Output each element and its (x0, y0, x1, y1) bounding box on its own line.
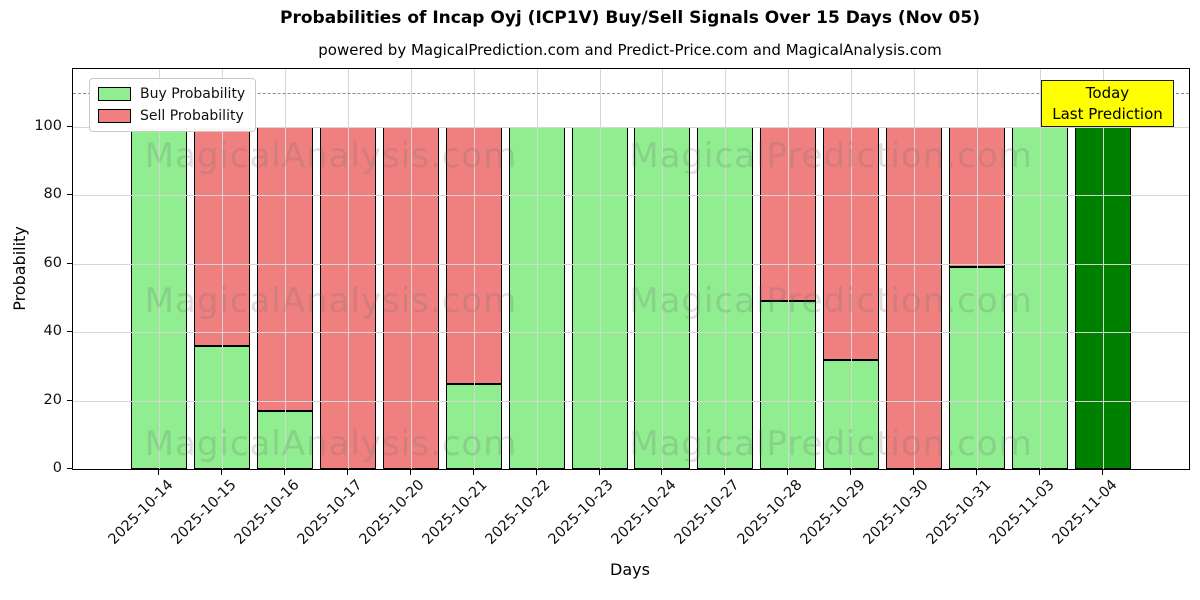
v-gridline (536, 69, 538, 469)
y-tick-mark (67, 194, 72, 196)
v-gridline (977, 69, 979, 469)
x-tick-mark (661, 469, 663, 475)
v-gridline (284, 69, 286, 469)
legend-item-sell: Sell Probability (98, 108, 245, 124)
v-gridline (662, 69, 664, 469)
x-axis-title: Days (610, 560, 650, 579)
x-tick-mark (346, 469, 348, 475)
legend: Buy Probability Sell Probability (89, 78, 257, 132)
x-tick-mark (1039, 469, 1041, 475)
y-tick-mark (67, 331, 72, 333)
today-annotation-line1: Today (1085, 83, 1130, 102)
x-tick-mark (850, 469, 852, 475)
legend-buy-label: Buy Probability (140, 86, 246, 102)
x-tick-mark (535, 469, 537, 475)
buy-swatch-icon (98, 87, 131, 101)
h-gridline (73, 332, 1189, 334)
y-tick-mark (67, 262, 72, 264)
x-tick-label-text: 2025-10-27 (671, 477, 743, 548)
v-gridline (725, 69, 727, 469)
x-tick-mark (158, 469, 159, 475)
chart-title: Probabilities of Incap Oyj (ICP1V) Buy/S… (280, 8, 980, 28)
h-gridline (73, 263, 1189, 265)
x-tick-label-text: 2025-10-30 (860, 477, 932, 548)
x-tick-label-text: 2025-10-23 (545, 477, 617, 548)
y-tick-label-40: 40 (43, 323, 62, 340)
v-gridline (221, 69, 223, 469)
x-tick-label-text: 2025-10-17 (294, 477, 366, 548)
x-tick-mark (409, 469, 411, 475)
y-tick-label-20: 20 (43, 391, 62, 408)
x-tick-mark (220, 469, 222, 475)
x-tick-label-text: 2025-10-16 (231, 477, 303, 548)
x-tick-label-text: 2025-10-22 (482, 477, 554, 548)
h-gridline (73, 400, 1189, 402)
watermark-text: MagicalAnalysis.com (144, 281, 518, 321)
y-tick-label-60: 60 (43, 254, 62, 271)
x-tick-label-text: 2025-10-15 (168, 477, 240, 548)
watermark-text: MagicalPrediction.com (629, 136, 1033, 176)
threshold-dashed-line (73, 92, 1189, 94)
today-annotation-box: Today Last Prediction (1041, 80, 1174, 127)
x-tick-label-text: 2025-10-28 (734, 477, 806, 548)
x-tick-mark (598, 469, 600, 475)
h-gridline (73, 195, 1189, 197)
v-gridline (473, 69, 475, 469)
legend-sell-label: Sell Probability (140, 108, 244, 124)
v-gridline (410, 69, 412, 469)
v-gridline (599, 69, 601, 469)
x-tick-label-text: 2025-10-21 (420, 477, 491, 548)
x-tick-mark (283, 469, 285, 475)
x-tick-label-text: 2025-10-29 (797, 477, 869, 548)
x-tick-mark (913, 469, 915, 475)
x-tick-mark (787, 469, 789, 475)
v-gridline (1103, 69, 1104, 469)
v-gridline (788, 69, 790, 469)
y-tick-mark (67, 126, 72, 128)
plot-area: Buy Probability Sell Probability Today L… (72, 68, 1190, 470)
x-tick-label-text: 2025-11-03 (986, 477, 1058, 548)
sell-swatch-icon (98, 109, 131, 123)
y-tick-mark (67, 468, 72, 469)
x-tick-label-text: 2025-10-31 (923, 477, 995, 548)
x-tick-mark (976, 469, 978, 475)
watermark-text: MagicalAnalysis.com (144, 424, 518, 464)
today-annotation-line2: Last Prediction (1052, 104, 1163, 123)
legend-item-buy: Buy Probability (98, 86, 245, 102)
x-tick-label-text: 2025-10-24 (608, 477, 680, 548)
v-gridline (1040, 69, 1042, 469)
y-tick-mark (67, 399, 72, 401)
x-tick-mark (1102, 469, 1103, 475)
y-tick-label-0: 0 (52, 460, 62, 476)
v-gridline (159, 69, 160, 469)
h-gridline (73, 127, 1189, 129)
watermark-text: MagicalAnalysis.com (144, 136, 518, 176)
x-tick-mark (472, 469, 474, 475)
v-gridline (347, 69, 349, 469)
x-tick-label-text: 2025-11-04 (1049, 477, 1121, 548)
chart-subtitle: powered by MagicalPrediction.com and Pre… (318, 41, 942, 59)
x-tick-mark (724, 469, 726, 475)
v-gridline (851, 69, 853, 469)
watermark-text: MagicalPrediction.com (629, 281, 1033, 321)
x-tick-label-text: 2025-10-20 (357, 477, 429, 548)
y-tick-label-100: 100 (34, 118, 62, 135)
x-tick-label-text: 2025-10-14 (105, 477, 177, 548)
watermark-text: MagicalPrediction.com (629, 424, 1033, 464)
y-tick-label-80: 80 (43, 186, 62, 203)
v-gridline (914, 69, 916, 469)
